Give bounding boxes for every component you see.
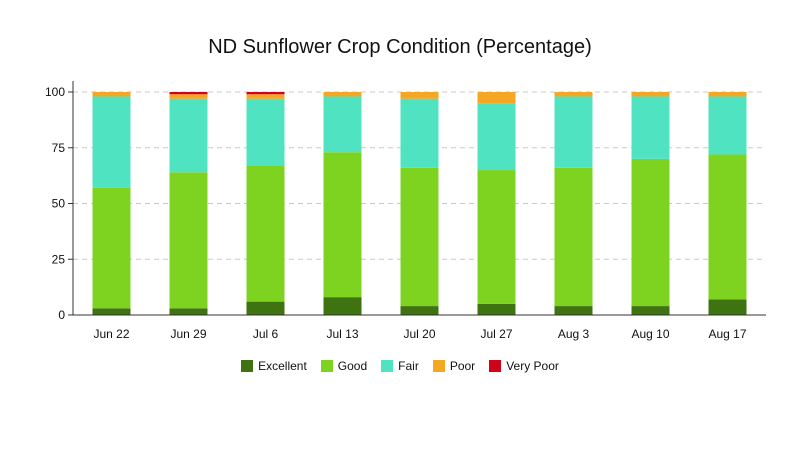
bar-segment-excellent [554, 306, 593, 315]
bar-segment-excellent [169, 308, 208, 315]
bar-segment-good [477, 170, 516, 304]
bar-segment-good [400, 167, 439, 307]
bar-segment-excellent [246, 301, 285, 315]
legend-label: Good [337, 359, 368, 373]
legend-item: Good [320, 359, 368, 373]
legend-swatch [241, 360, 254, 372]
bar-segment-poor [323, 92, 362, 97]
bar-segment-fair [554, 96, 593, 168]
legend-item: Fair [381, 359, 419, 373]
bar-segment-good [92, 187, 131, 309]
bar-segment-fair [477, 103, 516, 171]
bar-segment-poor [400, 92, 439, 99]
bar-segment-poor [92, 92, 131, 97]
bar-segment-poor [708, 92, 747, 97]
bar-segment-good [554, 167, 593, 307]
legend-label: Excellent [258, 359, 307, 373]
x-tick-label: Jul 13 [326, 327, 358, 341]
bar-segment-fair [708, 96, 747, 155]
x-tick-label: Aug 3 [558, 327, 590, 341]
legend-swatch [432, 360, 445, 372]
bar-segment-good [169, 172, 208, 309]
y-tick-label: 75 [52, 141, 66, 155]
bar-segment-excellent [400, 306, 439, 315]
bar-segment-excellent [708, 299, 747, 315]
y-tick-label: 100 [45, 85, 65, 99]
legend-item: Very Poor [489, 359, 559, 373]
x-tick-label: Jun 29 [170, 327, 206, 341]
legend: Excellent Good Fair Poor Very Poor [0, 359, 800, 373]
bar-segment-good [631, 158, 670, 307]
bar-segment-poor [169, 94, 208, 99]
bar-segment-poor [477, 92, 516, 104]
bar-segment-excellent [631, 306, 670, 315]
x-tick-label: Jul 6 [253, 327, 279, 341]
legend-swatch [381, 360, 394, 372]
bar-segment-fair [323, 96, 362, 153]
bar-segment-fair [400, 98, 439, 168]
legend-swatch [489, 360, 502, 372]
legend-item: Poor [432, 359, 476, 373]
bar-segment-fair [92, 96, 131, 188]
bar-segment-good [708, 154, 747, 300]
bar-segment-poor [246, 94, 285, 99]
x-tick-label: Aug 10 [631, 327, 669, 341]
bar-segment-excellent [323, 297, 362, 315]
bar-segment-fair [246, 98, 285, 166]
bar-segment-fair [169, 98, 208, 173]
legend-item: Excellent [241, 359, 307, 373]
bar-segment-poor [631, 92, 670, 97]
x-tick-labels: Jun 22 Jun 29 Jul 6 Jul 13 Jul 20 Jul 27 Aug 3… [93, 327, 746, 341]
bar-segment-poor [554, 92, 593, 97]
legend-swatch [320, 360, 333, 372]
x-tick-label: Aug 17 [708, 327, 746, 341]
legend-label: Poor [449, 359, 476, 373]
bar-segment-very-poor [169, 92, 208, 95]
x-tick-label: Jul 20 [403, 327, 435, 341]
bar-segment-good [246, 165, 285, 302]
y-tick-labels: 0 25 50 75 100 [45, 85, 65, 322]
bar-segment-excellent [92, 308, 131, 315]
y-tick-label: 25 [52, 252, 66, 266]
x-tick-label: Jun 22 [93, 327, 129, 341]
legend-label: Very Poor [506, 359, 559, 373]
y-tick-label: 0 [58, 308, 65, 322]
bar-segment-excellent [477, 303, 516, 315]
y-tick-label: 50 [52, 197, 66, 211]
x-tick-label: Jul 27 [480, 327, 512, 341]
legend-label: Fair [398, 359, 419, 373]
bar-segment-good [323, 152, 362, 298]
axes [72, 81, 766, 316]
bar-segment-fair [631, 96, 670, 159]
chart-title: ND Sunflower Crop Condition (Percentage) [208, 36, 592, 58]
bars [92, 92, 747, 315]
bar-segment-very-poor [246, 92, 285, 95]
